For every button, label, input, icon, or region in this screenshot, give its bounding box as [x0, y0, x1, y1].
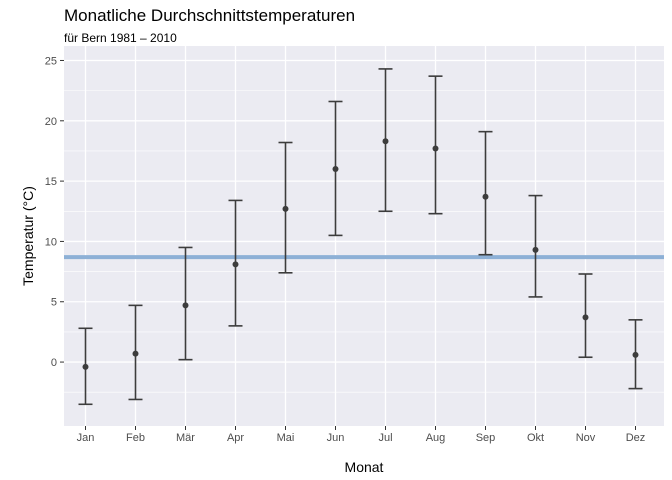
y-tick-label: 5: [51, 297, 57, 309]
chart-title: Monatliche Durchschnittstemperaturen: [64, 6, 355, 25]
x-tick-label: Sep: [476, 432, 496, 444]
x-tick-label: Mai: [277, 432, 295, 444]
x-axis-ticks: Jan Feb Mär Apr Mai Jun Jul Aug Sep Okt Nov Dez: [77, 426, 646, 444]
x-tick-label: Jun: [327, 432, 345, 444]
mean-point: [332, 166, 339, 173]
x-tick-label: Aug: [426, 432, 446, 444]
x-tick-label: Jan: [77, 432, 95, 444]
mean-point: [432, 145, 439, 152]
y-tick-label: 15: [45, 176, 57, 188]
y-axis-title: Temperatur (°C): [20, 186, 36, 286]
mean-point: [482, 193, 489, 200]
x-tick-label: Mär: [176, 432, 195, 444]
error-bars: [78, 68, 643, 406]
x-tick-label: Dez: [626, 432, 646, 444]
error-bar: [428, 75, 443, 215]
x-tick-label: Feb: [126, 432, 145, 444]
mean-point: [232, 261, 239, 268]
error-bar: [528, 194, 543, 298]
y-tick-label: 0: [51, 357, 57, 369]
y-tick-label: 10: [45, 236, 57, 248]
y-tick-label: 25: [45, 55, 57, 67]
chart-subtitle: für Bern 1981 – 2010: [64, 31, 177, 45]
mean-point: [182, 302, 189, 309]
error-bar: [478, 130, 493, 256]
x-tick-label: Okt: [527, 432, 544, 444]
x-tick-label: Nov: [576, 432, 596, 444]
mean-point: [632, 351, 639, 358]
y-axis-ticks: 0 5 10 15 20 25: [45, 55, 64, 369]
grid-minor: [64, 90, 664, 393]
mean-point: [532, 246, 539, 253]
mean-point: [132, 350, 139, 357]
x-tick-label: Apr: [227, 432, 244, 444]
mean-points: [82, 138, 639, 370]
mean-point: [582, 314, 589, 321]
mean-point: [282, 205, 289, 212]
plot-panel: [64, 46, 664, 426]
x-axis-title: Monat: [345, 459, 384, 475]
mean-point: [382, 138, 389, 145]
mean-point: [82, 363, 89, 370]
x-tick-label: Jul: [378, 432, 392, 444]
y-tick-label: 20: [45, 116, 57, 128]
